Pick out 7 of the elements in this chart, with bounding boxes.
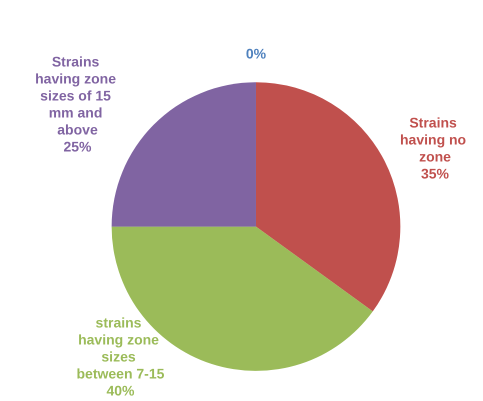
text: 0% — [246, 45, 266, 62]
data-label: 25% — [63, 138, 92, 155]
slice-label: Strains having no zone — [400, 114, 470, 164]
slice-label: Strains having zone sizes of 15 mm and above — [35, 54, 120, 138]
data-label: 35% — [420, 165, 450, 182]
data-label: 40% — [106, 382, 136, 398]
slice-label: strains having zone sizes between 7-15 — [76, 314, 165, 382]
